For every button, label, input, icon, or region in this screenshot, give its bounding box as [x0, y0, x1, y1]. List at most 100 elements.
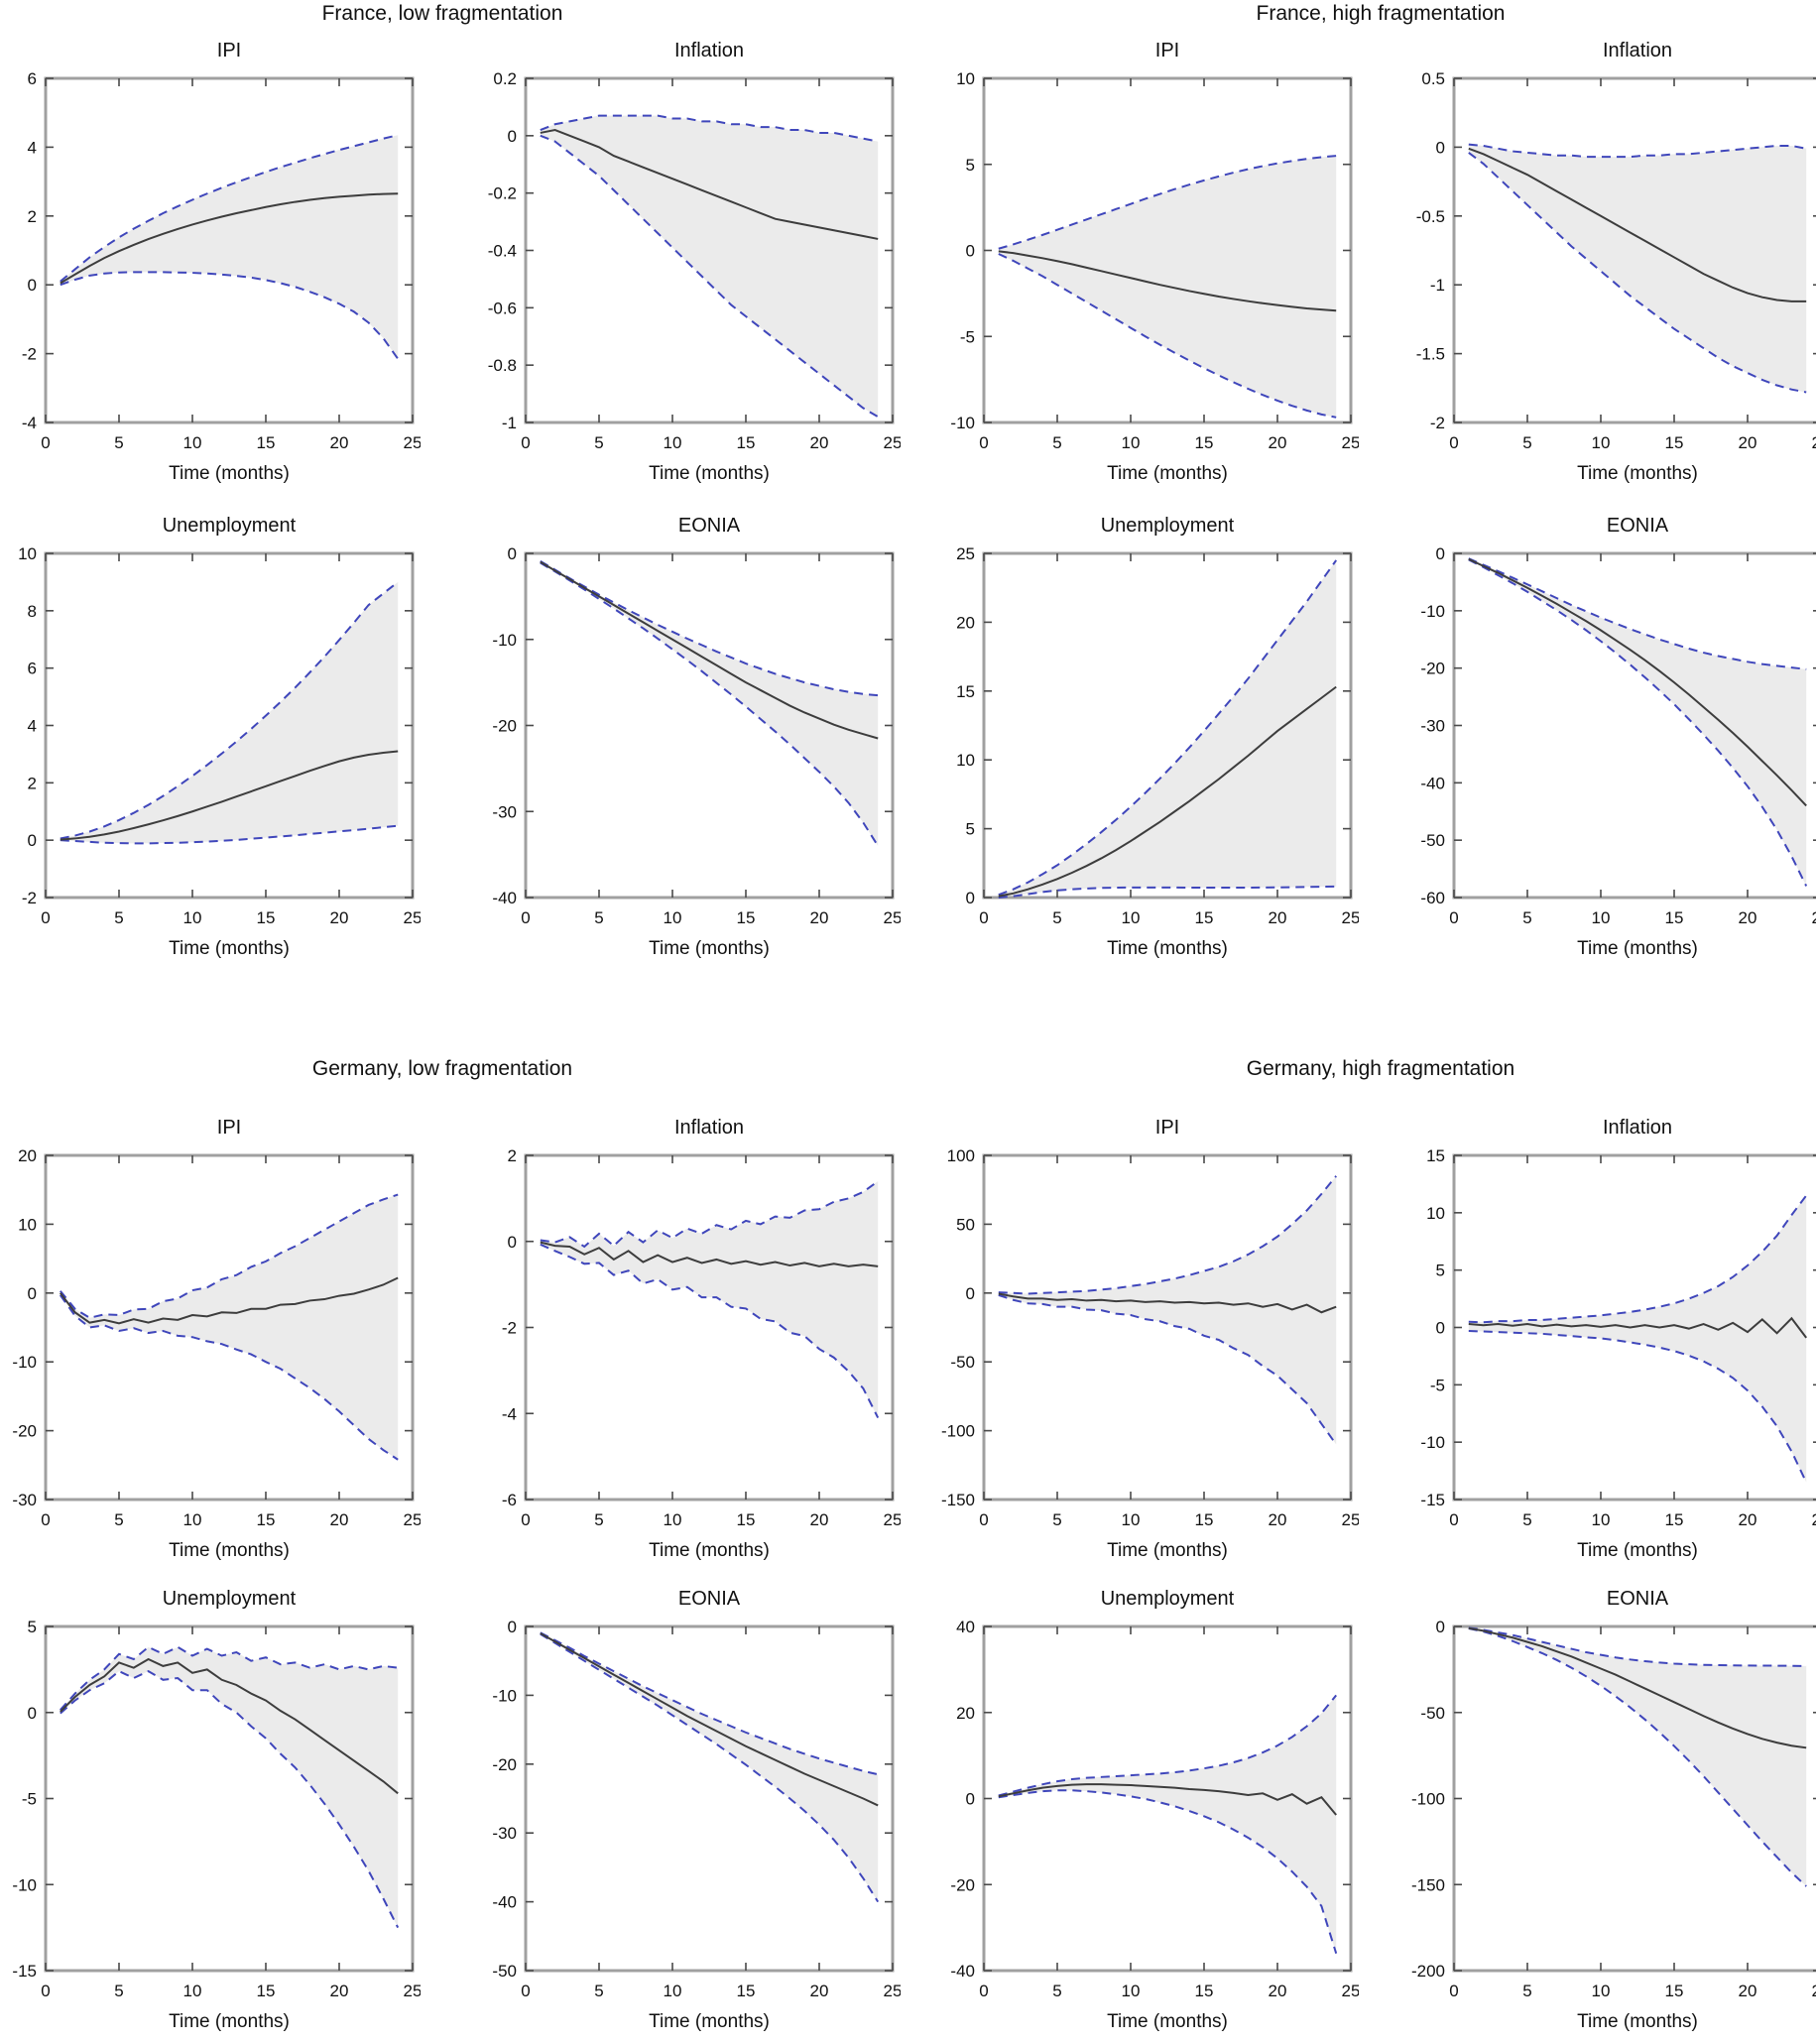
- x-tick-label: 5: [1522, 908, 1531, 927]
- x-tick-label: 5: [1052, 908, 1061, 927]
- x-tick-label: 10: [1122, 1982, 1141, 2000]
- y-tick-label: 0: [1436, 1319, 1445, 1338]
- y-tick-label: 0: [28, 276, 37, 295]
- y-tick-label: -50: [950, 1353, 975, 1372]
- y-tick-label: 2: [28, 207, 37, 226]
- y-tick-label: 0: [508, 1233, 517, 1252]
- y-tick-label: 0: [1436, 138, 1445, 157]
- x-tick-label: 20: [330, 1510, 349, 1529]
- irf-chart: 0 5 10 15 20 25 0 5 10 15 20 25 Unemployment Time (mo…: [956, 515, 1360, 959]
- y-tick-label: -150: [941, 1491, 975, 1509]
- lower-band-line: [540, 1632, 880, 1903]
- x-tick-label: 5: [1522, 433, 1531, 452]
- y-tick-label: 15: [1426, 1146, 1445, 1165]
- x-tick-label: 0: [521, 1982, 530, 2000]
- y-tick-label: -0.6: [488, 299, 517, 317]
- chart-cell-eonia: 0 5 10 15 20 25 -200 -150 -100 -50 0 EONIA Time (mon…: [1392, 1579, 1816, 2044]
- panel-germany-high-fragmentation: Germany, high fragmentation 0 5 10 15 20 25 -1…: [908, 1041, 1816, 2044]
- group-title-france-low: France, low fragmentation: [321, 2, 563, 25]
- x-tick-label: 10: [1122, 1510, 1141, 1529]
- chart-title: EONIA: [1607, 1588, 1669, 1610]
- x-axis-label: Time (months): [649, 2011, 770, 2032]
- panel-france-high-fragmentation: France, high fragmentation 0 5 10 15 20 25 -10…: [908, 0, 1816, 1041]
- plot-frame: [982, 1153, 1353, 1502]
- plot-frame: [524, 1624, 895, 1973]
- chart-cell-eonia: 0 5 10 15 20 25 -40 -30 -20 -10 0 EONIA Time (months…: [464, 506, 902, 972]
- upper-band-line: [998, 1694, 1337, 1797]
- lower-band-line: [998, 1789, 1338, 1954]
- y-tick-label: -50: [1420, 1704, 1445, 1723]
- median-response-line: [1468, 147, 1807, 302]
- y-tick-label: 0: [966, 242, 975, 261]
- y-tick-label: 0: [1436, 1618, 1445, 1636]
- y-tick-label: -100: [941, 1422, 975, 1441]
- x-tick-label: 0: [41, 1982, 50, 2000]
- median-response-line: [1468, 557, 1807, 807]
- x-tick-label: 0: [1449, 433, 1458, 452]
- x-tick-label: 25: [1342, 1510, 1359, 1529]
- irf-chart: 0 5 10 15 20 25 -2 -1.5 -1 -0.5 0 0.5 Inflation Time …: [1416, 40, 1816, 484]
- x-tick-label: 15: [1665, 433, 1684, 452]
- y-tick-label: 25: [956, 544, 975, 563]
- y-tick-label: -5: [22, 1790, 37, 1809]
- y-tick-label: -50: [1420, 831, 1445, 850]
- y-tick-label: -20: [950, 1875, 975, 1894]
- x-tick-label: 0: [521, 433, 530, 452]
- y-tick-label: -10: [1420, 602, 1445, 621]
- y-tick-label: 0.2: [493, 69, 517, 88]
- y-tick-label: 2: [508, 1146, 517, 1165]
- x-axis-label: Time (months): [649, 463, 770, 484]
- x-tick-label: 10: [1592, 1982, 1611, 2000]
- x-tick-label: 15: [1665, 1982, 1684, 2000]
- x-tick-label: 10: [664, 433, 682, 452]
- x-axis-label: Time (months): [1577, 463, 1698, 484]
- x-tick-label: 20: [1269, 1982, 1287, 2000]
- x-tick-label: 0: [41, 908, 50, 927]
- x-tick-label: 15: [257, 908, 276, 927]
- y-tick-label: 50: [956, 1215, 975, 1234]
- lower-band-line: [60, 271, 400, 360]
- confidence-band-fill: [540, 560, 879, 846]
- median-response-line: [1468, 1316, 1807, 1339]
- chart-title: Unemployment: [163, 1588, 297, 1610]
- x-tick-label: 5: [594, 1982, 603, 2000]
- x-tick-label: 15: [257, 1982, 276, 2000]
- x-axis-label: Time (months): [1107, 2011, 1228, 2032]
- chart-title: Inflation: [1603, 40, 1672, 61]
- irf-chart: 0 5 10 15 20 25 -10 -5 0 5 10 IPI Time (months): [950, 40, 1360, 484]
- y-tick-label: -40: [950, 1962, 975, 1981]
- x-tick-label: 5: [1052, 1982, 1061, 2000]
- y-tick-label: 0: [508, 127, 517, 146]
- x-tick-label: 15: [737, 1982, 756, 2000]
- x-tick-label: 10: [1592, 1510, 1611, 1529]
- chart-title: Unemployment: [1101, 1588, 1235, 1610]
- x-axis-label: Time (months): [1577, 938, 1698, 959]
- x-tick-label: 15: [1195, 1982, 1214, 2000]
- x-tick-label: 0: [41, 1510, 50, 1529]
- x-axis-label: Time (months): [1107, 1540, 1228, 1561]
- x-tick-label: 15: [257, 1510, 276, 1529]
- lower-band-line: [998, 885, 1337, 899]
- plot-frame: [44, 1153, 415, 1502]
- y-tick-label: 4: [28, 717, 37, 736]
- x-tick-label: 25: [884, 433, 901, 452]
- x-tick-label: 25: [884, 1510, 901, 1529]
- y-tick-label: -2: [22, 345, 37, 364]
- x-axis-label: Time (months): [169, 463, 290, 484]
- x-tick-label: 0: [979, 908, 988, 927]
- irf-chart: 0 5 10 15 20 25 -60 -50 -40 -30 -20 -10 0 EONIA Time (…: [1420, 515, 1816, 959]
- upper-band-line: [540, 114, 879, 143]
- y-tick-label: -20: [492, 1755, 517, 1774]
- upper-band-line: [1468, 557, 1807, 670]
- y-tick-label: -40: [492, 889, 517, 907]
- median-response-line: [540, 1632, 879, 1807]
- y-tick-label: -40: [492, 1893, 517, 1912]
- y-tick-label: -5: [1430, 1376, 1445, 1394]
- irf-chart: 0 5 10 15 20 25 -40 -20 0 20 40 Unemployment Time (m…: [950, 1588, 1360, 2032]
- confidence-band-fill: [60, 581, 399, 844]
- irf-chart: 0 5 10 15 20 25 -6 -4 -2 0 2 Inflation Time (months): [502, 1117, 903, 1561]
- chart-title: IPI: [1155, 1117, 1179, 1139]
- confidence-band-fill: [998, 1695, 1337, 1954]
- x-tick-label: 20: [330, 433, 349, 452]
